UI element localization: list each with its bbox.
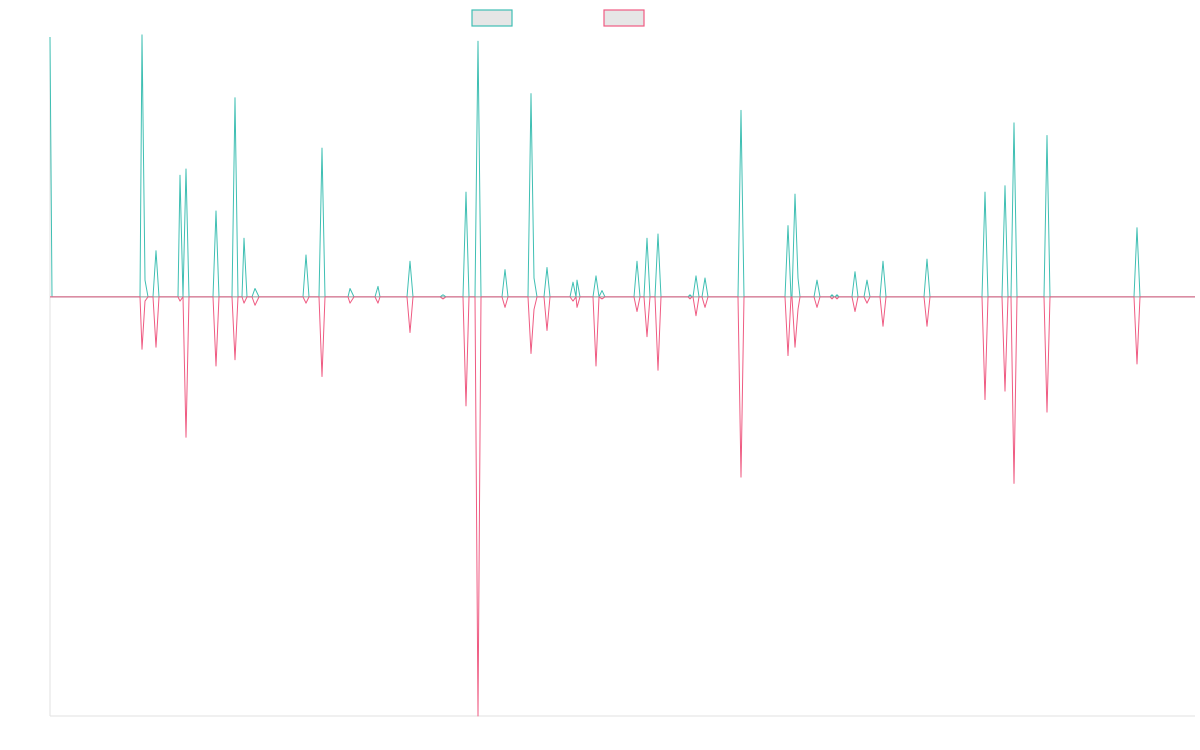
series-1-line bbox=[49, 34, 1195, 298]
legend-swatch-1[interactable] bbox=[471, 9, 513, 27]
legend-swatch-2[interactable] bbox=[603, 9, 645, 27]
series-2-line bbox=[50, 296, 1195, 717]
legend bbox=[471, 9, 645, 27]
plot-area bbox=[49, 34, 1195, 717]
